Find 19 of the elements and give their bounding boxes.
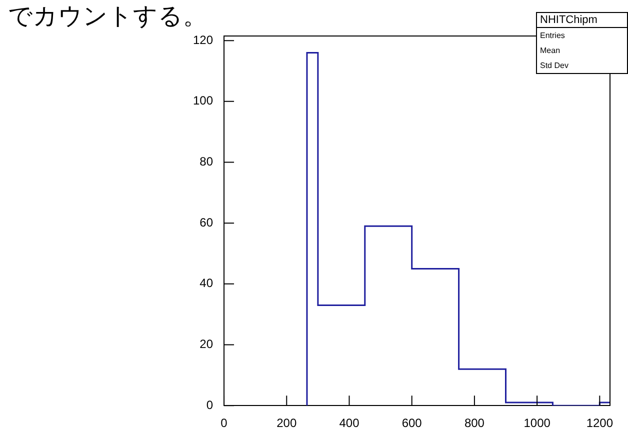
x-tick-label: 1200 <box>586 416 614 430</box>
text: でカウントする。 <box>8 1 207 32</box>
y-tick-label: 20 <box>200 337 214 352</box>
annotation: Entries <box>539 30 566 42</box>
y-tick-label: 120 <box>192 32 214 47</box>
x-tick-label: 1000 <box>524 416 551 430</box>
annotation: Std Dev <box>539 60 570 72</box>
y-tick-label: 100 <box>192 94 214 108</box>
chart-title: NHITChipm <box>537 13 627 28</box>
x-tick-label: 200 <box>276 416 297 430</box>
y-tick-label: 40 <box>200 276 214 290</box>
x-tick-label: 600 <box>402 416 422 430</box>
x-tick-label: 400 <box>339 416 360 430</box>
y-tick-label: 0 <box>206 398 214 412</box>
annotation: Mean <box>539 45 562 57</box>
y-tick-label: 60 <box>200 215 214 230</box>
y-tick-label: 80 <box>200 154 214 169</box>
x-tick-label: 800 <box>464 416 485 430</box>
x-tick-label: 0 <box>220 416 228 430</box>
